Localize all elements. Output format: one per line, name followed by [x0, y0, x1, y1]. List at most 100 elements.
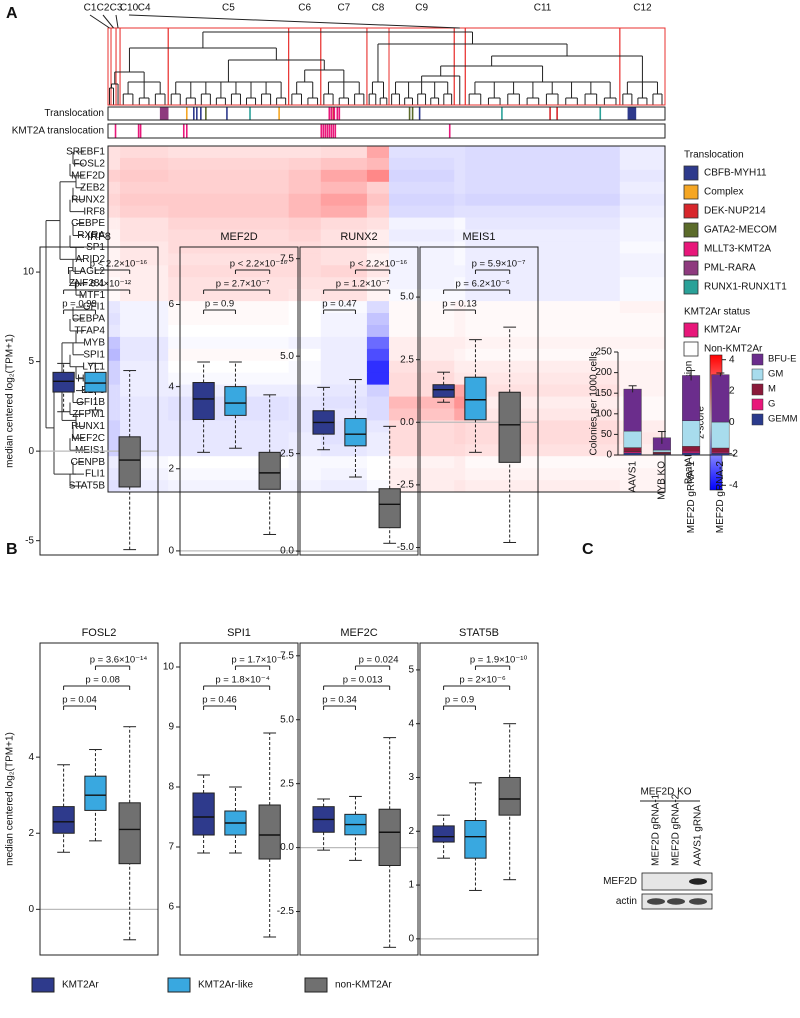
heatmap-cell	[389, 360, 455, 374]
heatmap-cell	[111, 336, 117, 350]
blot-row-label: actin	[616, 896, 637, 907]
heatmap-cell	[320, 157, 368, 171]
heatmap-cell	[454, 181, 466, 195]
track-frame	[107, 123, 666, 139]
heatmap-cell	[111, 229, 117, 242]
box	[224, 386, 247, 416]
heatmap-cell	[389, 432, 455, 445]
heatmap-cell	[108, 241, 112, 254]
heatmap-cell	[120, 384, 169, 397]
heatmap-cell	[465, 348, 621, 362]
bar-segment	[623, 388, 642, 432]
legend-label: G	[768, 399, 775, 410]
y-axis-label: median centered log₂(TPM+1)	[5, 732, 16, 866]
heatmap-cell	[366, 253, 390, 266]
heatmap-cell	[389, 480, 455, 493]
y-tick-label: 2	[168, 463, 174, 474]
heatmap-cell	[389, 181, 455, 195]
cluster-box	[619, 27, 666, 106]
heatmap-cell	[320, 324, 368, 338]
heatmap-cell	[116, 480, 121, 493]
heatmap-cell	[320, 181, 368, 195]
heatmap-cell	[454, 324, 466, 338]
heatmap-cell	[366, 432, 390, 445]
bar-segment	[652, 451, 671, 454]
panel-frame	[39, 642, 159, 956]
legend-label: PML-RARA	[704, 263, 756, 274]
gene-label: MTF1	[79, 290, 106, 301]
gene-label: PLAGL2	[67, 266, 105, 277]
heatmap-cell	[619, 301, 666, 314]
legend-swatch	[304, 977, 328, 993]
heatmap-cell	[320, 313, 368, 326]
cluster-label: C6	[298, 3, 311, 14]
heatmap-cell	[108, 396, 112, 409]
y-tick-label: 7.5	[280, 253, 294, 264]
cluster-label: C3	[110, 3, 123, 14]
heatmap-cell	[389, 205, 455, 218]
heatmap-cell	[389, 396, 455, 409]
heatmap-cell	[108, 420, 112, 433]
bar-segment	[682, 452, 701, 456]
heatmap-cell	[619, 468, 666, 481]
heatmap-cell	[108, 348, 112, 362]
heatmap-cell	[111, 301, 117, 314]
heatmap-cell	[619, 193, 666, 207]
p-value: p = 0.99	[62, 299, 97, 310]
heatmap-cell	[288, 169, 322, 183]
cluster-label: C2	[97, 3, 110, 14]
heatmap-cell	[465, 324, 621, 338]
legend-label: MLLT3-KMT2A	[704, 244, 771, 255]
heatmap-cell	[366, 169, 390, 183]
heatmap-cell	[619, 277, 666, 290]
legend-label: KMT2Ar	[62, 980, 99, 991]
y-tick-label: 0	[28, 904, 34, 915]
heatmap-cell	[619, 480, 666, 493]
heatmap-cell	[288, 217, 322, 230]
heatmap-cell	[120, 181, 169, 195]
bar-segment	[711, 447, 730, 453]
heatmap-cell	[111, 348, 117, 362]
panel-frame	[179, 642, 299, 956]
y-tick-label: -5.0	[397, 542, 415, 553]
heatmap-cell	[108, 301, 112, 314]
heatmap-cell	[320, 396, 368, 409]
heatmap-cell	[454, 229, 466, 242]
heatmap-cell	[108, 313, 112, 326]
heatmap-cell	[288, 157, 322, 171]
y-tick-label: 250	[595, 347, 612, 358]
track-label: Translocation	[44, 108, 104, 119]
heatmap-cell	[389, 336, 455, 350]
legend-label: Non-KMT2Ar	[704, 344, 763, 355]
heatmap-cell	[288, 432, 322, 445]
heatmap-cell	[168, 241, 290, 254]
heatmap-cell	[320, 193, 368, 207]
heatmap-cell	[168, 360, 290, 374]
p-value: p = 2.7×10⁻⁷	[216, 279, 270, 290]
heatmap-cell	[168, 301, 290, 314]
p-value: p = 1.7×10⁻⁶	[231, 655, 285, 666]
heatmap-cell	[288, 193, 322, 207]
heatmap-cell	[465, 277, 621, 290]
y-tick-label: 2	[28, 828, 34, 839]
y-tick-label: 200	[595, 367, 612, 378]
heatmap-cell	[168, 253, 290, 266]
heatmap-cell	[320, 336, 368, 350]
gene-label: LYL1	[82, 361, 105, 372]
heatmap-cell	[454, 408, 466, 421]
panel-title: IRF8	[87, 231, 111, 243]
y-tick-label: 2.5	[400, 354, 414, 365]
heatmap-cell	[389, 157, 455, 171]
heatmap-cell	[366, 193, 390, 207]
gene-label: TFAP4	[74, 326, 105, 337]
box	[258, 804, 281, 860]
bar-segment	[682, 446, 701, 452]
heatmap-cell	[116, 301, 121, 314]
heatmap-cell	[288, 468, 322, 481]
heatmap-cell	[120, 253, 169, 266]
heatmap-cell	[120, 324, 169, 338]
p-value: p = 0.13	[442, 299, 477, 310]
heatmap-cell	[111, 408, 117, 421]
legend-label: GM	[768, 369, 783, 380]
heatmap-cell	[389, 324, 455, 338]
